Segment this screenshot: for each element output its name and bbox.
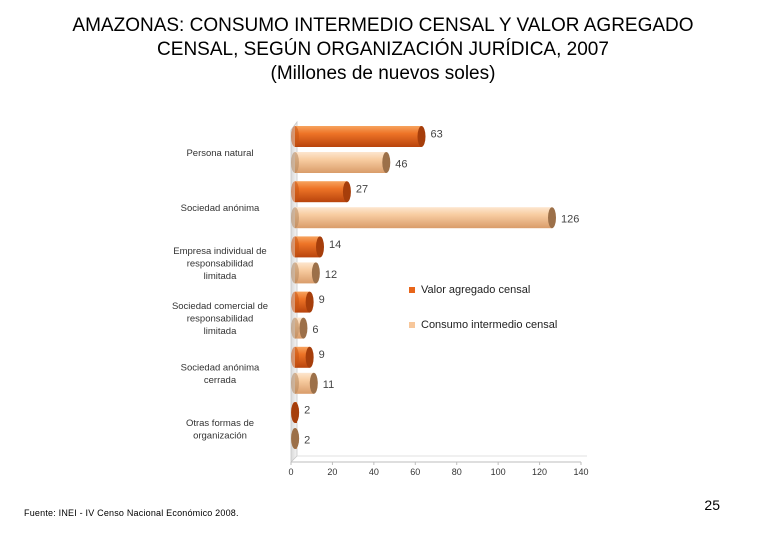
bar-cap-start — [291, 262, 299, 284]
category-label: limitada — [204, 271, 237, 282]
bar-valor-agregado — [295, 126, 422, 147]
category-label: Empresa individual de — [173, 246, 266, 257]
bar-cap-end — [291, 428, 300, 449]
bar-cap-start — [291, 126, 299, 147]
bar-cap-end — [305, 346, 314, 368]
bar-cap-start — [291, 317, 299, 339]
title-line-2: CENSAL, SEGÚN ORGANIZACIÓN JURÍDICA, 200… — [157, 39, 609, 60]
category-label: responsabilidad — [187, 314, 254, 325]
bar-consumo-intermedio — [295, 207, 552, 229]
bar-cap-end — [305, 291, 314, 313]
title-line-3: (Millones de nuevos soles) — [270, 63, 496, 84]
data-label: 14 — [329, 239, 341, 251]
bar-cap-end — [299, 317, 308, 339]
category-label: organización — [193, 430, 247, 441]
category-label: cerrada — [204, 375, 237, 386]
bar-cap-start — [291, 236, 299, 258]
data-label: 63 — [431, 128, 443, 140]
bar-cap-start — [291, 291, 299, 313]
source-note: Fuente: INEI - IV Censo Nacional Económi… — [24, 508, 239, 518]
bar-cap-end — [309, 372, 318, 394]
bar-valor-agregado — [295, 236, 320, 258]
category-label: Sociedad comercial de — [172, 301, 268, 312]
legend-label: Valor agregado censal — [421, 284, 530, 296]
x-tick-label: 20 — [327, 467, 337, 477]
x-tick-label: 40 — [369, 467, 379, 477]
data-label: 126 — [561, 214, 579, 226]
legend-label: Consumo intermedio censal — [421, 319, 557, 331]
bar-cap-start — [291, 181, 299, 203]
bar-cap-end — [382, 152, 391, 173]
bar-cap-end — [417, 126, 426, 147]
bar-consumo-intermedio — [295, 317, 304, 339]
category-label: Persona natural — [186, 148, 253, 159]
category-label: limitada — [204, 326, 237, 337]
data-label: 46 — [395, 158, 407, 170]
bar-cap-end — [342, 181, 351, 203]
legend-swatch — [409, 287, 415, 293]
x-tick-label: 120 — [532, 467, 547, 477]
data-label: 2 — [304, 434, 310, 446]
bar-cap-end — [311, 262, 320, 284]
bar-consumo-intermedio — [295, 372, 314, 394]
bar-cap-start — [291, 346, 299, 368]
category-label: Sociedad anónima — [181, 363, 260, 374]
data-label: 27 — [356, 184, 368, 196]
bar-consumo-intermedio — [295, 152, 387, 173]
category-label: Otras formas de — [186, 418, 254, 429]
bar-cap-end — [548, 207, 556, 229]
page-number: 25 — [704, 497, 720, 513]
x-tick-label: 100 — [491, 467, 506, 477]
data-label: 12 — [325, 269, 337, 281]
category-label: Sociedad anónima — [181, 203, 260, 214]
bar-cap-end — [291, 402, 300, 423]
bar-cap-start — [291, 152, 299, 173]
chart-title: AMAZONAS: CONSUMO INTERMEDIO CENSAL Y VA… — [0, 14, 766, 86]
x-tick-label: 80 — [452, 467, 462, 477]
bar-cap-end — [316, 236, 324, 258]
category-label: responsabilidad — [187, 258, 254, 269]
data-label: 11 — [323, 379, 334, 391]
legend-swatch — [409, 322, 415, 328]
data-label: 2 — [304, 404, 310, 416]
bar-cap-start — [291, 207, 299, 229]
bar-consumo-intermedio — [295, 262, 316, 284]
data-label: 9 — [319, 294, 325, 306]
x-tick-label: 140 — [573, 467, 588, 477]
data-label: 6 — [312, 324, 318, 336]
bar-valor-agregado — [295, 181, 347, 203]
title-line-1: AMAZONAS: CONSUMO INTERMEDIO CENSAL Y VA… — [72, 15, 694, 36]
data-label: 9 — [319, 349, 325, 361]
bar-cap-start — [291, 372, 299, 394]
bar-valor-agregado — [295, 346, 310, 368]
bar-valor-agregado — [295, 291, 310, 313]
x-tick-label: 0 — [288, 467, 293, 477]
x-tick-label: 60 — [410, 467, 420, 477]
